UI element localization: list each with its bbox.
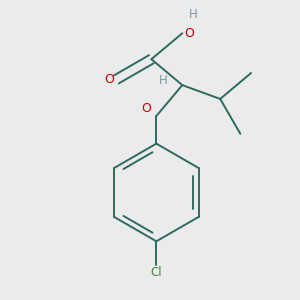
Text: H: H bbox=[189, 8, 198, 21]
Text: H: H bbox=[159, 74, 168, 87]
Text: Cl: Cl bbox=[151, 266, 162, 279]
Text: O: O bbox=[104, 73, 114, 86]
Text: O: O bbox=[141, 102, 151, 115]
Text: O: O bbox=[184, 27, 194, 40]
